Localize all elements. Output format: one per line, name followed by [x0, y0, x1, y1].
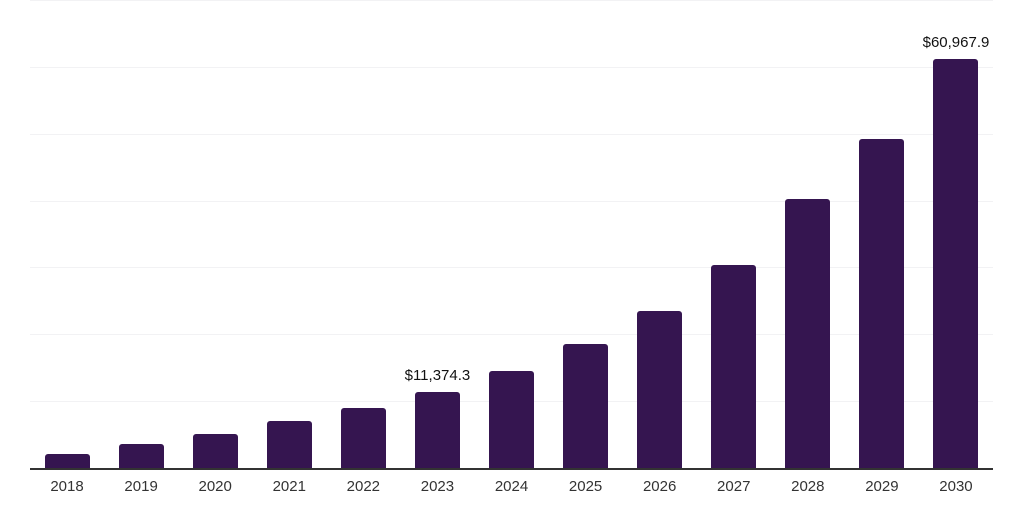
x-axis: 2018 2019 2020 2021 2022 2023 2024 2025 2026 2027…	[30, 470, 993, 495]
bar	[563, 344, 609, 468]
bar-band	[771, 0, 845, 468]
x-tick-label: 2028	[791, 478, 825, 495]
gridline	[30, 200, 993, 202]
bar	[933, 58, 979, 468]
x-tick-label: 2018	[50, 478, 84, 495]
x-tick-label: 2029	[865, 478, 899, 495]
x-tick-label: 2023	[420, 478, 455, 495]
bar-band	[326, 0, 400, 468]
bar-band	[252, 0, 326, 468]
x-tick-label: 2024	[494, 478, 529, 495]
bar-band	[474, 0, 548, 468]
x-tick-label: 2020	[198, 478, 232, 495]
bar	[44, 453, 90, 468]
gridline	[30, 0, 993, 1]
bar	[859, 139, 905, 468]
bar-value-label: $11,374.3	[404, 366, 471, 384]
bar	[637, 310, 683, 468]
bar-band	[104, 0, 178, 468]
bar	[118, 443, 164, 468]
bar	[340, 408, 386, 468]
bar	[785, 199, 831, 468]
x-tick-label: 2019	[124, 478, 158, 495]
x-tick-label: 2022	[346, 478, 381, 495]
bar	[489, 371, 534, 468]
x-tick-label: 2025	[568, 478, 603, 495]
bar-band	[623, 0, 697, 468]
bar-band	[697, 0, 771, 468]
bar-band	[30, 0, 104, 468]
plot-area: $11,374.3 $60,967.9	[30, 0, 993, 470]
bar-band	[178, 0, 252, 468]
x-tick-label: 2027	[717, 478, 751, 495]
bar	[192, 434, 238, 468]
gridline	[30, 66, 993, 68]
bar-value-label: $60,967.9	[922, 33, 990, 51]
gridline	[30, 267, 993, 269]
bar	[414, 391, 460, 468]
bar-band: $11,374.3	[400, 0, 474, 468]
bar-band	[845, 0, 919, 468]
gridline	[30, 133, 993, 135]
bar	[266, 421, 312, 468]
bar	[711, 264, 757, 468]
bar-band: $60,967.9	[919, 0, 993, 468]
x-tick-label: 2026	[642, 478, 677, 495]
bar-band	[549, 0, 623, 468]
x-tick-label: 2030	[939, 478, 973, 495]
gridline	[30, 334, 993, 336]
x-tick-label: 2021	[272, 478, 306, 495]
